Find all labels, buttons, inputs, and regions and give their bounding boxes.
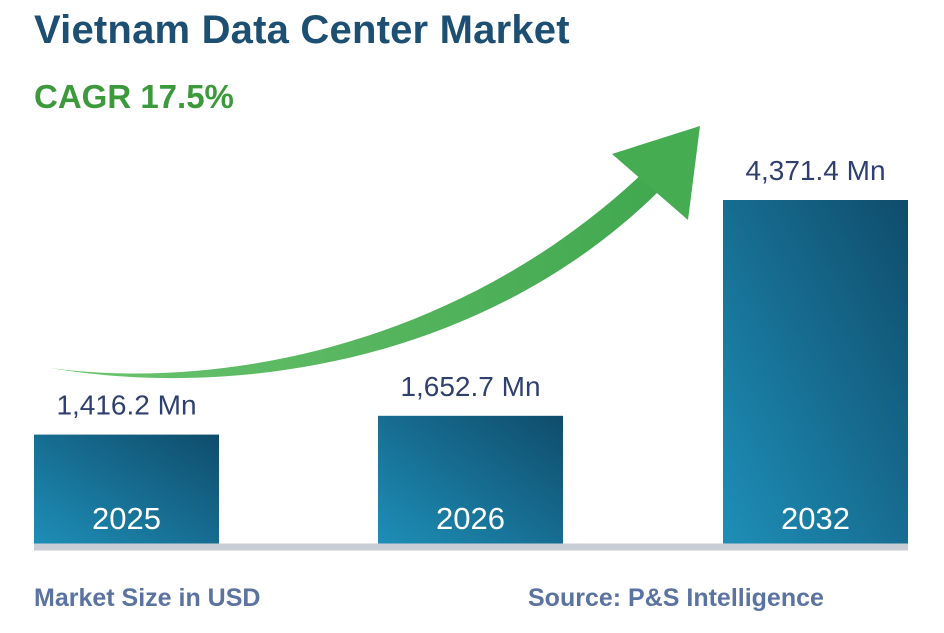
cagr-label: CAGR 17.5% xyxy=(34,78,234,115)
value-label-2026: 1,652.7 Mn xyxy=(400,371,540,402)
chart-title: Vietnam Data Center Market xyxy=(34,8,570,52)
value-label-2025: 1,416.2 Mn xyxy=(56,390,196,421)
growth-arrow-head-icon xyxy=(612,126,700,220)
bar-2025 xyxy=(34,434,219,547)
category-label-2032: 2032 xyxy=(781,501,850,536)
axis-caption: Market Size in USD xyxy=(34,584,261,612)
category-label-2025: 2025 xyxy=(92,501,161,536)
bar-2032 xyxy=(723,200,908,547)
category-label-2026: 2026 xyxy=(436,501,505,536)
source-label: Source: P&S Intelligence xyxy=(528,584,824,612)
bar-2026 xyxy=(378,415,563,547)
growth-arrow-shaft xyxy=(50,168,662,379)
value-label-2032: 4,371.4 Mn xyxy=(745,155,885,186)
